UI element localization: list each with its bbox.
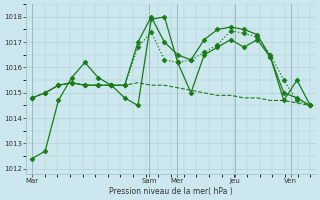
X-axis label: Pression niveau de la mer( hPa ): Pression niveau de la mer( hPa ) [109,187,233,196]
